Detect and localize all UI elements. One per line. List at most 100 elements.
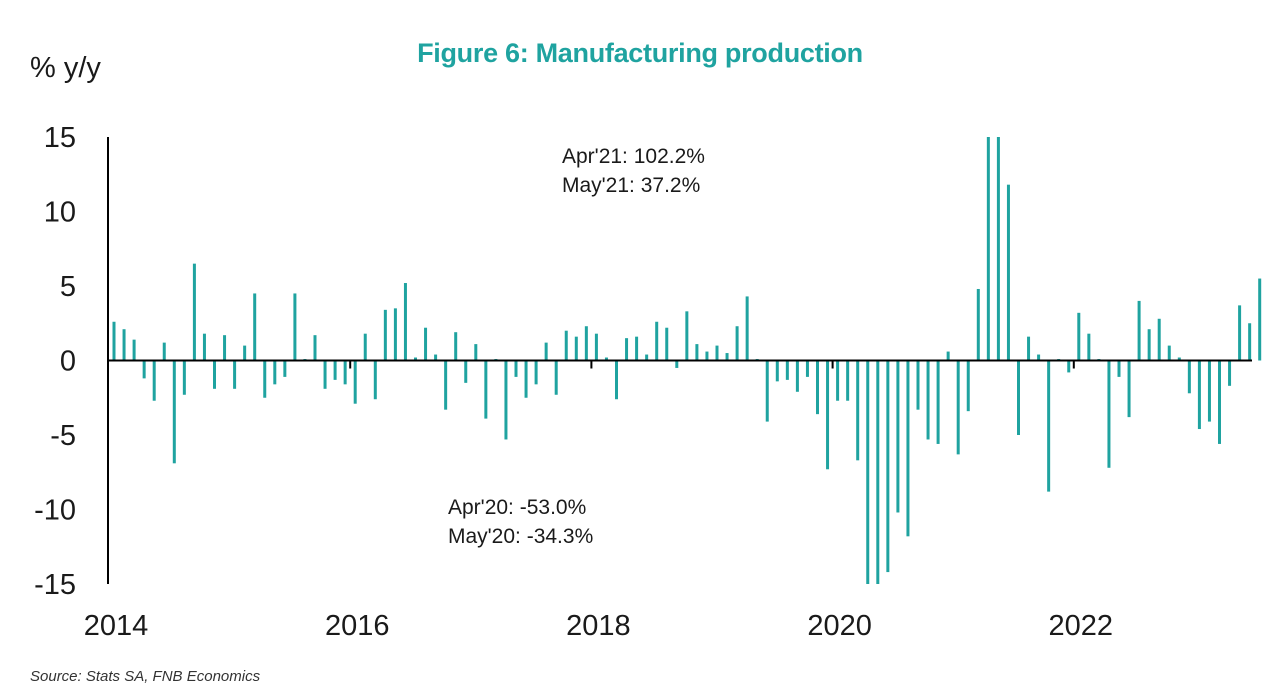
y-tick-label: -5 [50, 420, 76, 452]
bar [152, 360, 156, 401]
bar [293, 293, 297, 361]
bar [564, 330, 568, 361]
bar [675, 360, 679, 368]
bar [1047, 360, 1051, 492]
bar [393, 308, 397, 361]
bar [132, 339, 136, 361]
bar [986, 137, 990, 361]
bar [223, 335, 227, 361]
annotation-may20-line2: May'20: -34.3% [448, 525, 594, 548]
bar [1258, 278, 1262, 361]
y-tick-label: -10 [34, 495, 76, 527]
bar [1107, 360, 1111, 468]
bar [635, 336, 639, 361]
bar [1087, 333, 1091, 361]
bar [916, 360, 920, 410]
bar [795, 360, 799, 392]
bar [403, 283, 407, 361]
bar [213, 360, 216, 389]
bar [695, 344, 699, 361]
bar [1238, 305, 1242, 361]
annotation-apr21-line1: Apr'21: 102.2% [562, 145, 705, 168]
bar [343, 360, 347, 385]
bar [805, 360, 809, 377]
bar [816, 360, 819, 415]
chart-title: Figure 6: Manufacturing production [417, 38, 863, 68]
bar [353, 360, 357, 404]
y-tick-label: 15 [44, 122, 76, 154]
bar [112, 321, 116, 361]
bar [584, 326, 588, 361]
bar [1228, 360, 1232, 386]
bar [1218, 360, 1221, 444]
bar [474, 344, 478, 361]
bar [765, 360, 769, 422]
bar [775, 360, 779, 382]
x-tick-label: 2022 [1049, 610, 1114, 642]
bars-layer [112, 137, 1262, 584]
bar [1248, 323, 1252, 361]
bar [1187, 360, 1191, 394]
bar [1027, 336, 1031, 361]
bar [1067, 360, 1071, 373]
bar [544, 342, 548, 361]
x-tick-label: 2018 [566, 610, 631, 642]
bar [534, 360, 538, 385]
bar [896, 360, 900, 513]
bar [424, 327, 428, 361]
bar [122, 329, 126, 361]
bar [263, 360, 267, 398]
bar [1017, 360, 1020, 435]
y-tick-label: 0 [60, 346, 76, 378]
bar [253, 293, 257, 361]
annotation-apr20-line1: Apr'20: -53.0% [448, 496, 587, 519]
x-tick-label: 2020 [807, 610, 872, 642]
bar [976, 288, 980, 361]
y-tick-label: 5 [60, 271, 76, 303]
bar [604, 357, 608, 361]
bar [192, 263, 196, 361]
bar [1147, 329, 1151, 361]
bar [846, 360, 850, 401]
x-tick-label: 2014 [84, 610, 149, 642]
bar [966, 360, 970, 412]
bar [434, 354, 438, 361]
bar [524, 360, 528, 398]
bar [202, 333, 206, 361]
x-tick-label: 2016 [325, 610, 390, 642]
bar [142, 360, 146, 379]
bar [1207, 360, 1211, 422]
bar [685, 311, 689, 361]
bar [1177, 357, 1181, 361]
bar [243, 345, 247, 361]
bar [414, 357, 417, 361]
bar [956, 360, 960, 455]
bar [715, 345, 719, 361]
bar [725, 353, 729, 361]
bar [1127, 360, 1131, 418]
bar [172, 360, 176, 464]
bar [333, 360, 337, 380]
bar [1167, 345, 1171, 361]
bar [514, 360, 518, 377]
bar [383, 309, 387, 361]
bar [705, 351, 709, 361]
annotation-apr20: Apr'20: -53.0% May'20: -34.3% [448, 493, 593, 551]
bar [785, 360, 789, 380]
bar [665, 327, 669, 361]
bar [866, 360, 870, 584]
bar [363, 333, 367, 361]
bar [926, 360, 930, 440]
bar [745, 296, 749, 361]
bar [615, 360, 618, 400]
bar [1157, 318, 1161, 361]
y-tick-label: 10 [44, 197, 76, 229]
bar [1137, 300, 1141, 361]
bar [1006, 184, 1010, 361]
bar [554, 360, 558, 395]
bar [645, 354, 649, 361]
bar [594, 333, 598, 361]
bar [464, 360, 468, 383]
bar [313, 335, 317, 361]
